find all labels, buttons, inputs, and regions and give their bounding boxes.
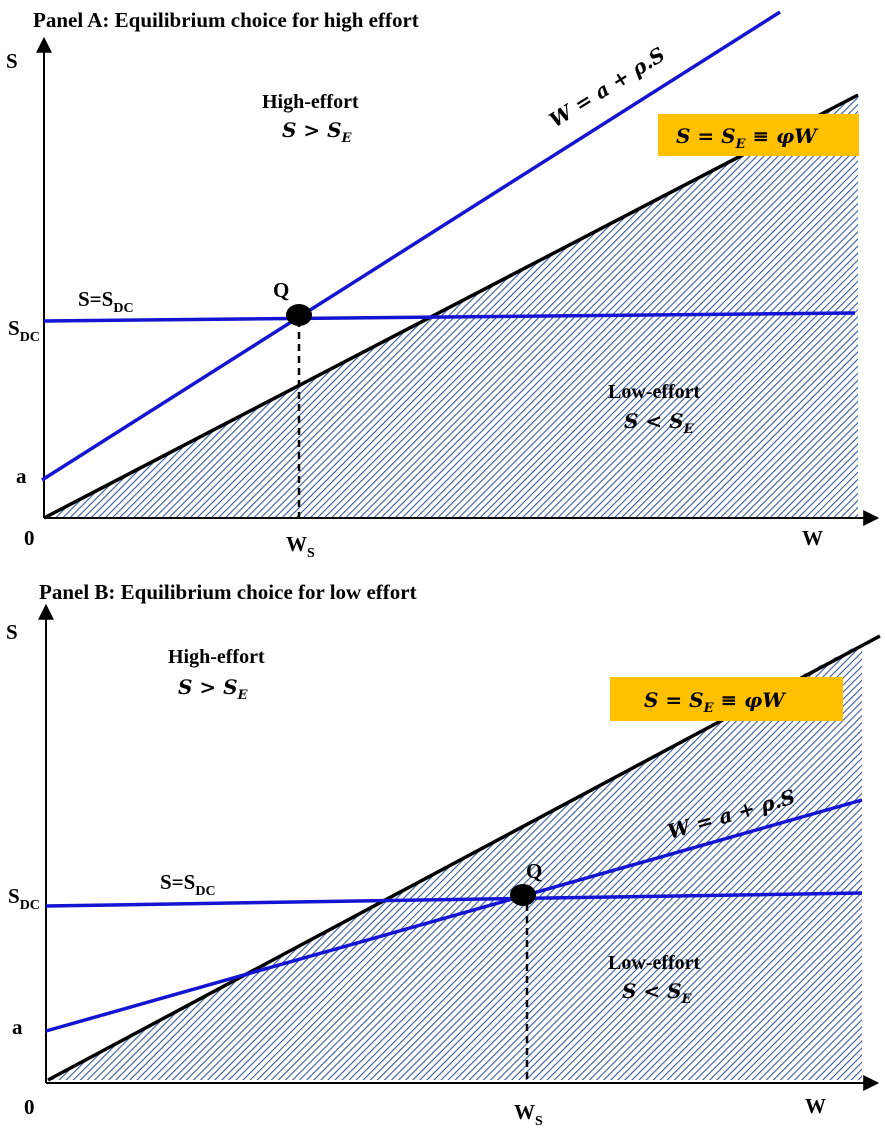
panel-a-high-effort-label: High-effort xyxy=(262,91,359,113)
panel-b-high-effort-label: High-effort xyxy=(168,646,265,668)
panel-b: Panel B: Equilibrium choice for low effo… xyxy=(6,580,881,1129)
panel-b-low-effort-label: Low-effort xyxy=(608,952,701,974)
panel-a-w-line-label: W = a + ρ.S xyxy=(545,42,669,132)
panel-a-ws-tick: WS xyxy=(286,532,315,561)
panel-b-a-label: a xyxy=(12,1015,23,1039)
panel-b-title: Panel B: Equilibrium choice for low effo… xyxy=(39,580,417,604)
panel-b-x-label: W xyxy=(805,1094,826,1118)
panel-b-se-box-text: S = SE ≡ φW xyxy=(644,688,787,716)
panel-a-se-line xyxy=(43,93,859,520)
panel-a-w-line xyxy=(41,10,781,482)
panel-b-sdc-tick: SDC xyxy=(8,884,40,913)
panel-b-q-label: Q xyxy=(526,859,542,883)
panel-a-low-effort-cond: S < SE xyxy=(624,409,695,437)
panel-a-a-label: a xyxy=(16,464,27,488)
panel-a-sdc-line-label: S=SDC xyxy=(78,287,134,316)
panel-a: Panel A: Equilibrium choice for high eff… xyxy=(6,8,880,561)
panel-b-sdc-line xyxy=(45,891,863,908)
panel-b-high-effort-cond: S > SE xyxy=(178,675,249,703)
panel-a-q-point xyxy=(286,304,312,326)
panel-a-y-label: S xyxy=(6,49,18,73)
panel-b-q-point xyxy=(510,884,536,906)
panel-b-ws-tick: WS xyxy=(514,1100,543,1129)
panel-a-origin: 0 xyxy=(24,526,35,550)
panel-a-q-label: Q xyxy=(273,278,289,302)
panel-b-origin: 0 xyxy=(24,1095,35,1119)
panel-b-w-line xyxy=(45,798,863,1033)
panel-b-sdc-line-label: S=SDC xyxy=(160,870,216,899)
panel-a-sdc-tick: SDC xyxy=(8,316,40,345)
panel-b-se-box xyxy=(610,677,843,721)
panel-a-high-effort-cond: S > SE xyxy=(282,118,353,146)
panel-a-x-label: W xyxy=(802,526,823,550)
panel-b-low-effort-cond: S < SE xyxy=(622,979,693,1007)
panel-b-y-label: S xyxy=(6,620,18,644)
panel-a-title: Panel A: Equilibrium choice for high eff… xyxy=(33,8,419,32)
panel-a-se-box xyxy=(658,114,859,156)
panel-a-sdc-line xyxy=(43,311,856,323)
panel-a-low-effort-label: Low-effort xyxy=(608,381,701,403)
panel-a-se-box-text: S = SE ≡ φW xyxy=(676,124,819,152)
